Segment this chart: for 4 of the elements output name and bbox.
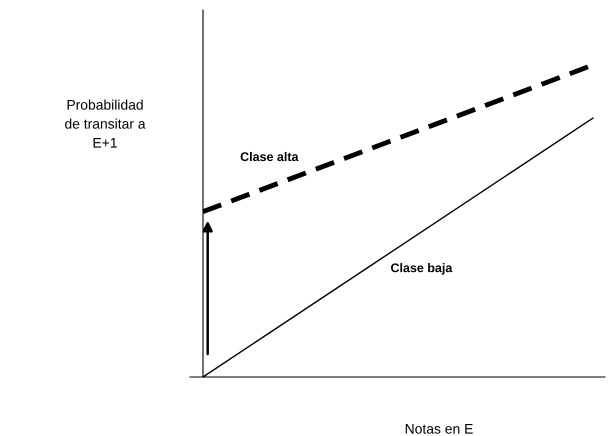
y-axis-title: Probabilidad de transitar a E+1 — [65, 100, 146, 148]
x-axis-title: Notas en E — [406, 424, 473, 434]
series-label: Clase alta — [240, 152, 299, 162]
series-label: Clase baja — [390, 263, 452, 275]
